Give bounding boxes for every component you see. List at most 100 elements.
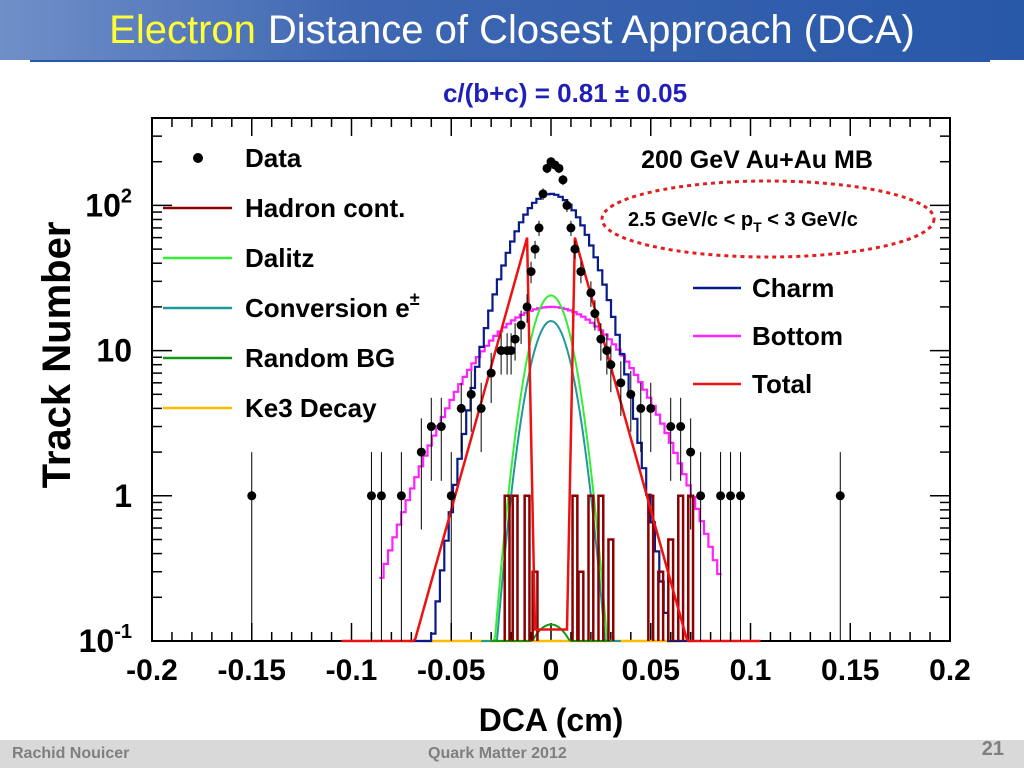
y-tick-label: 10 xyxy=(96,333,132,369)
hadron-cont-bar xyxy=(657,570,665,641)
hadron-cont-bar xyxy=(587,494,595,641)
system-label: 200 GeV Au+Au MB xyxy=(641,146,873,174)
legend-marker-data xyxy=(193,153,203,163)
chart-legend: Data Hadron cont. Dalitz Conversion e± Rando… xyxy=(163,143,843,423)
data-point xyxy=(566,223,576,233)
x-tick-label: 0.2 xyxy=(929,654,971,687)
dalitz-curve xyxy=(491,294,611,642)
hadron-cont-bar xyxy=(511,494,519,641)
data-point xyxy=(835,491,845,501)
legend-label: Data xyxy=(245,143,302,173)
y-tick-label: 1 xyxy=(114,478,132,514)
chart-curves xyxy=(341,192,761,643)
title-highlight: Electron xyxy=(109,7,256,52)
footer: Rachid Nouicer Quark Matter 2012 xyxy=(0,740,1024,768)
legend-label: Random BG xyxy=(245,343,395,373)
data-point xyxy=(247,491,257,501)
data-point xyxy=(534,223,544,233)
data-point xyxy=(466,389,476,399)
y-axis-label: Track Number xyxy=(35,222,79,489)
hadron-cont-bar xyxy=(607,538,615,641)
total-curve xyxy=(341,237,761,643)
data-point xyxy=(542,163,552,173)
random-bg-curve xyxy=(491,623,611,642)
data-point xyxy=(522,302,532,312)
hadron-cont-bar xyxy=(597,494,605,641)
data-point xyxy=(716,491,726,501)
chart-points xyxy=(247,157,845,641)
data-point xyxy=(562,200,572,210)
legend-label: Total xyxy=(752,369,812,399)
data-point xyxy=(486,368,496,378)
data-point xyxy=(554,163,564,173)
legend-label: Charm xyxy=(752,273,834,303)
conversion-curve xyxy=(481,319,621,642)
x-tick-label: 0 xyxy=(543,654,560,687)
chart-annotations: 200 GeV Au+Au MB 2.5 GeV/c < pT < 3 GeV/c xyxy=(600,146,936,259)
x-tick-label: 0.15 xyxy=(821,654,879,687)
pt-range-label: 2.5 GeV/c < pT < 3 GeV/c xyxy=(628,209,858,235)
x-tick-label: -0.1 xyxy=(326,654,378,687)
data-point xyxy=(456,403,466,413)
data-point xyxy=(596,334,606,344)
hadron-cont-bar xyxy=(647,494,655,641)
data-point xyxy=(726,491,736,501)
x-axis-label: DCA (cm) xyxy=(479,702,624,738)
legend-label: Conversion e± xyxy=(245,289,420,323)
hadron-cont-bar xyxy=(503,494,511,641)
data-point xyxy=(510,334,520,344)
y-tick-label: 10-1 xyxy=(79,621,132,659)
slide-title: Electron Distance of Closest Approach (D… xyxy=(0,0,1024,60)
data-point xyxy=(530,244,540,254)
footer-conference: Quark Matter 2012 xyxy=(428,745,567,762)
data-point xyxy=(666,422,676,432)
legend-label: Hadron cont. xyxy=(245,193,405,223)
data-point xyxy=(526,267,536,277)
data-point xyxy=(586,288,596,298)
data-point xyxy=(376,491,386,501)
data-point xyxy=(538,189,548,199)
ratio-text: c/(b+c) = 0.81 ± 0.05 xyxy=(442,78,688,108)
hadron-cont-bar xyxy=(571,494,579,641)
bottom-curve xyxy=(379,305,722,579)
data-point xyxy=(516,320,526,330)
hadron-cont-bar xyxy=(577,570,585,641)
data-point xyxy=(602,346,612,356)
data-point xyxy=(436,422,446,432)
footer-author: Rachid Nouicer xyxy=(12,745,130,762)
data-point xyxy=(636,403,646,413)
x-tick-label: -0.2 xyxy=(126,654,178,687)
data-point xyxy=(576,267,586,277)
data-point xyxy=(736,491,746,501)
data-point xyxy=(396,491,406,501)
data-point xyxy=(506,346,516,356)
charm-curve xyxy=(409,192,691,643)
data-point xyxy=(626,389,636,399)
title-rule xyxy=(30,60,990,62)
data-point xyxy=(646,403,656,413)
data-point xyxy=(366,491,376,501)
data-point xyxy=(446,491,456,501)
legend-label: Bottom xyxy=(752,321,843,351)
data-point xyxy=(676,422,686,432)
data-point xyxy=(558,175,568,185)
y-tick-label: 102 xyxy=(85,185,132,223)
x-tick-label: -0.05 xyxy=(417,654,485,687)
data-point xyxy=(590,309,600,319)
pt-range-ellipse xyxy=(600,179,936,259)
legend-label: Dalitz xyxy=(245,243,314,273)
data-point xyxy=(476,403,486,413)
x-tick-label: 0.05 xyxy=(622,654,680,687)
data-point xyxy=(696,491,706,501)
title-rest: Distance of Closest Approach (DCA) xyxy=(267,7,915,52)
x-tick-label: -0.15 xyxy=(218,654,286,687)
data-point xyxy=(570,244,580,254)
hadron-cont-bar xyxy=(677,494,685,641)
page-number: 21 xyxy=(981,738,1004,760)
data-point xyxy=(426,422,436,432)
title-bar xyxy=(0,0,1024,60)
data-point xyxy=(616,378,626,388)
legend-label: Ke3 Decay xyxy=(245,393,377,423)
data-point xyxy=(686,447,696,457)
